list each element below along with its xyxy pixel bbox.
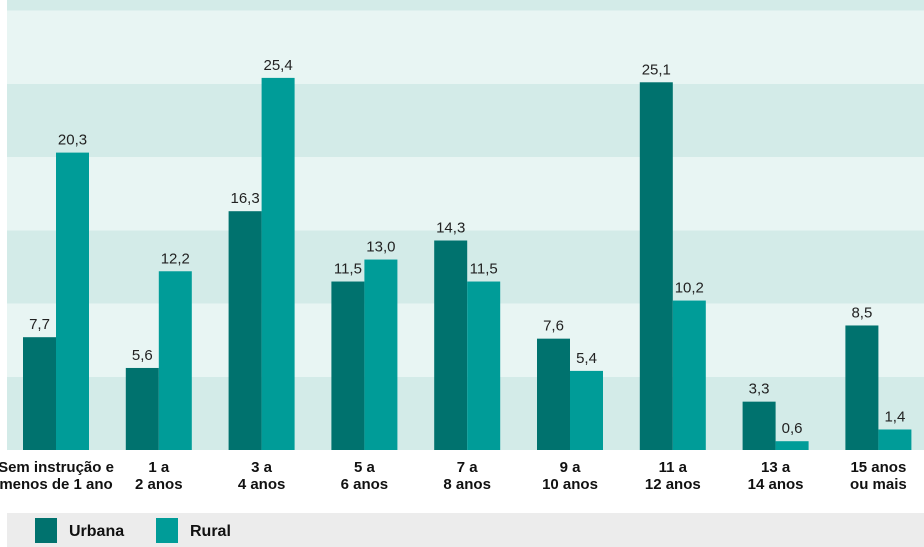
bar-urbana-5 <box>537 338 570 450</box>
value-label: 11,5 <box>334 261 362 278</box>
legend-label-rural: Rural <box>190 523 231 540</box>
legend-label-urbana: Urbana <box>69 523 124 540</box>
bar-rural-8 <box>878 429 912 450</box>
bar-urbana-3 <box>331 281 365 450</box>
bar-rural-4 <box>467 281 501 450</box>
bar-rural-7 <box>775 441 809 450</box>
grid-bands <box>7 0 924 450</box>
value-label: 13,0 <box>366 239 395 256</box>
category-label: 13 a 14 anos <box>748 459 804 493</box>
value-label: 25,1 <box>642 61 671 78</box>
bar-rural-5 <box>570 370 603 450</box>
legend-background <box>7 513 924 547</box>
value-label: 1,4 <box>884 408 905 425</box>
bar-rural-1 <box>158 271 192 450</box>
legend-swatch-rural <box>156 518 178 543</box>
bar-urbana-0 <box>23 337 56 450</box>
value-label: 0,6 <box>782 420 803 437</box>
category-label: 11 a 12 anos <box>645 459 701 493</box>
grid-band <box>7 10 924 84</box>
bar-rural-3 <box>364 259 398 450</box>
value-label: 7,6 <box>543 318 564 335</box>
category-label: Sem instrução e menos de 1 ano <box>0 459 114 493</box>
value-label: 5,4 <box>576 350 597 367</box>
value-label: 25,4 <box>263 57 292 74</box>
value-label: 20,3 <box>58 132 87 149</box>
value-label: 3,3 <box>749 381 770 398</box>
legend-swatch-urbana <box>35 518 57 543</box>
category-label: 15 anos ou mais <box>850 459 907 493</box>
bar-urbana-1 <box>125 367 159 450</box>
bar-urbana-2 <box>228 211 262 450</box>
value-label: 16,3 <box>230 190 259 207</box>
value-label: 8,5 <box>851 304 872 321</box>
legend: Urbana Rural <box>7 513 924 547</box>
value-label: 7,7 <box>29 316 50 333</box>
bar-urbana-4 <box>434 240 468 450</box>
value-label: 10,2 <box>675 280 704 297</box>
grid-band <box>7 157 924 231</box>
bar-rural-0 <box>56 152 89 451</box>
bar-urbana-8 <box>845 325 879 450</box>
value-label: 11,5 <box>470 261 498 278</box>
bars <box>23 77 912 451</box>
value-label: 12,2 <box>161 250 190 267</box>
value-labels: 7,720,35,612,216,325,411,513,014,311,57,… <box>29 57 905 437</box>
bar-rural-2 <box>261 77 295 450</box>
grid-band <box>7 83 924 157</box>
bar-urbana-7 <box>742 401 776 450</box>
category-label: 9 a 10 anos <box>542 459 598 493</box>
value-label: 14,3 <box>436 220 465 237</box>
grid-band <box>7 0 924 11</box>
value-label: 5,6 <box>132 347 153 364</box>
bar-urbana-6 <box>639 82 673 450</box>
bar-rural-6 <box>672 300 706 450</box>
